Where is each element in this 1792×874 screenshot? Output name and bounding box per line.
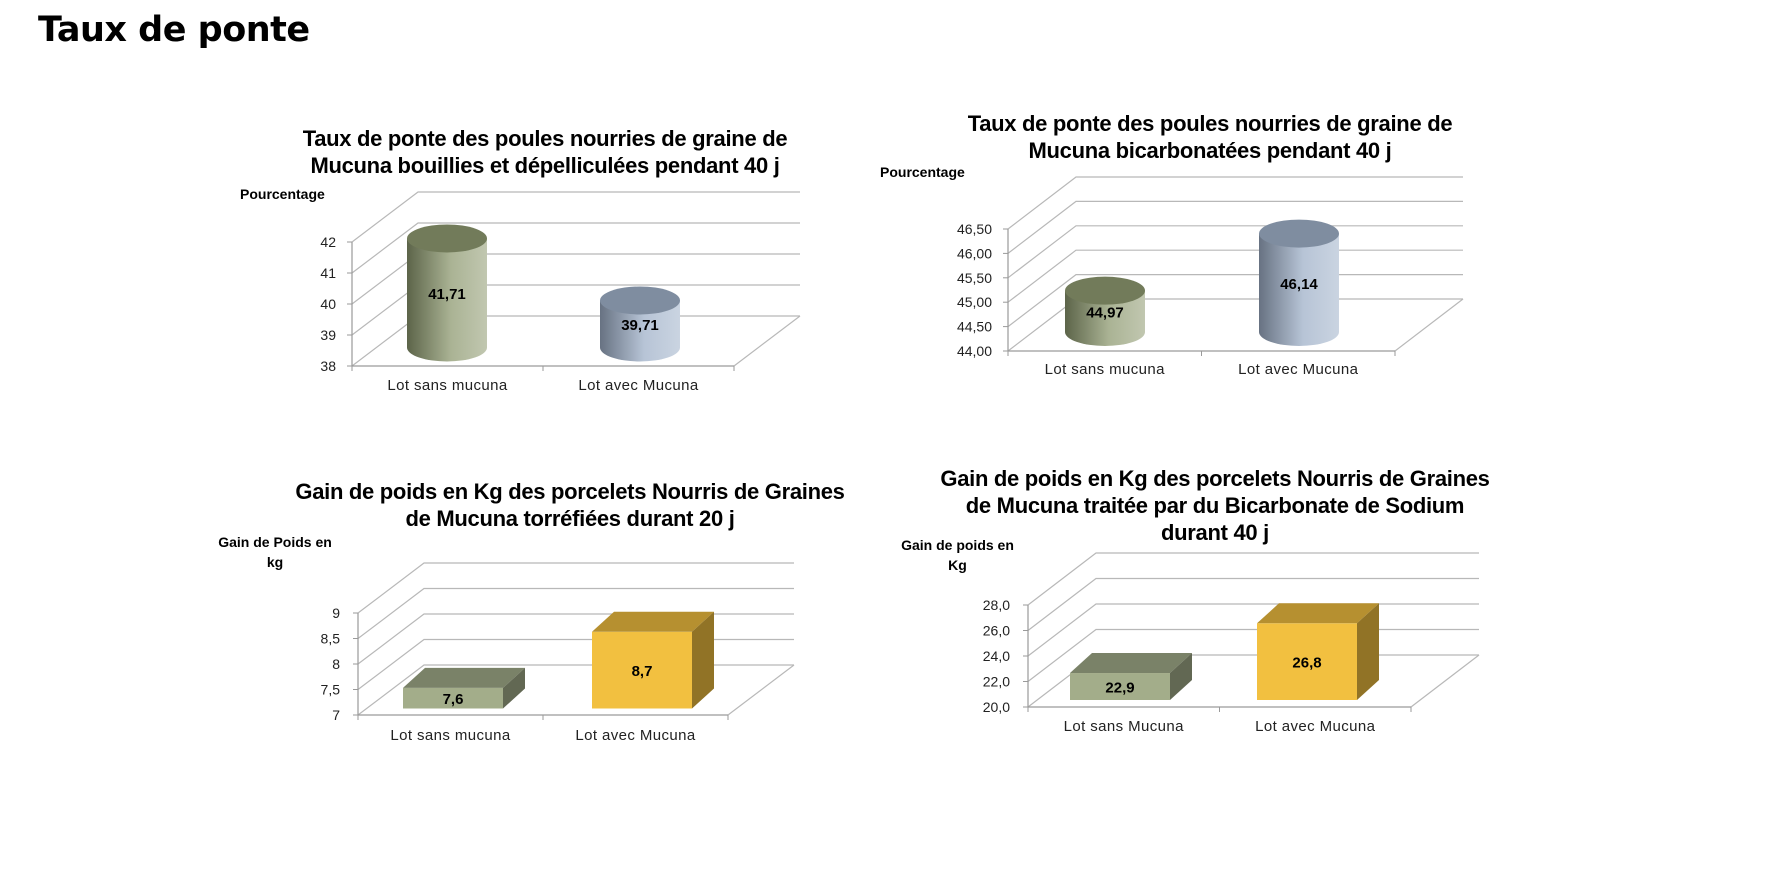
y-tick-label: 39	[320, 327, 336, 343]
x-category-label: Lot avec Mucuna	[575, 727, 695, 744]
y-tick-label: 46,50	[957, 221, 992, 237]
bar-top	[1070, 653, 1192, 674]
bar	[1070, 653, 1192, 700]
bar-body	[407, 238, 487, 362]
floor-side-line	[733, 315, 801, 367]
bar-top	[407, 224, 487, 253]
chart-weight-gain-bicarbonate: Gain de poids en Kg des porcelets Nourri…	[890, 465, 1490, 755]
bar-side	[503, 667, 525, 709]
bar	[1257, 603, 1379, 700]
chart-title: Gain de poids en Kg des porcelets Nourri…	[940, 466, 1490, 545]
chart-plot: 44,00 44,50 45,00 45,50 46,00 46,50 44,97 Lot s…	[957, 176, 1464, 378]
data-label: 46,14	[1280, 276, 1318, 293]
chart-weight-gain-roasted: Gain de poids en Kg des porcelets Nourri…	[210, 470, 845, 760]
gridline	[1027, 577, 1479, 631]
y-axis-label: Gain de poids en Kg	[901, 537, 1014, 573]
bar-body	[600, 300, 680, 362]
bar-front	[1070, 673, 1170, 700]
y-axis-label: Gain de Poids en kg	[218, 534, 332, 570]
chart-title: Taux de ponte des poules nourries de gra…	[967, 111, 1453, 163]
chart-title: Gain de poids en Kg des porcelets Nourri…	[295, 479, 845, 531]
bar	[407, 224, 487, 362]
floor-side-line	[1410, 654, 1480, 708]
bar-side	[1170, 653, 1192, 700]
y-axis-label: Pourcentage	[880, 164, 965, 180]
y-tick-label: 22,0	[983, 674, 1010, 690]
bar	[592, 611, 714, 709]
y-tick-label: 8	[332, 656, 340, 672]
gridline	[1007, 200, 1463, 254]
bar-front	[1257, 623, 1357, 700]
data-label: 41,71	[428, 286, 466, 303]
gridline	[1007, 225, 1463, 279]
bar-top	[600, 286, 680, 315]
y-tick-label: 46,00	[957, 245, 992, 261]
gridline	[357, 562, 794, 614]
bar-side	[1357, 603, 1379, 700]
bar	[1065, 276, 1145, 346]
chart-egg-laying-bicarbonate: Taux de ponte des poules nourries de gra…	[880, 110, 1480, 400]
x-category-label: Lot sans mucuna	[387, 377, 507, 394]
floor-side-line	[1394, 298, 1464, 352]
chart-plot: 7 7,5 8 8,5 9 7,6 Lot sans mucuna 8,7 Lot avec M…	[321, 562, 795, 744]
y-tick-label: 9	[332, 605, 340, 621]
page-title: Taux de ponte	[38, 10, 310, 50]
gridline	[1007, 176, 1463, 230]
y-axis-label: Pourcentage	[240, 186, 325, 202]
x-category-label: Lot avec Mucuna	[578, 377, 698, 394]
y-tick-label: 40	[320, 296, 336, 312]
y-tick-label: 28,0	[983, 597, 1010, 613]
chart-egg-laying-boiled: Taux de ponte des poules nourries de gra…	[240, 120, 820, 410]
x-category-label: Lot avec Mucuna	[1255, 718, 1375, 735]
bar-top	[592, 611, 714, 632]
bar	[403, 667, 525, 709]
gridline	[351, 191, 800, 243]
data-label: 39,71	[621, 317, 659, 334]
bar-side	[692, 611, 714, 709]
chart-title: Taux de ponte des poules nourries de gra…	[302, 126, 788, 178]
y-tick-label: 24,0	[983, 648, 1010, 664]
y-tick-label: 7,5	[321, 682, 341, 698]
data-label: 7,6	[443, 691, 464, 708]
data-label: 26,8	[1292, 655, 1321, 672]
bar-top	[1259, 219, 1339, 248]
bar-top	[1065, 276, 1145, 305]
bar-body	[1259, 233, 1339, 346]
x-category-label: Lot sans mucuna	[390, 727, 510, 744]
y-tick-label: 44,50	[957, 319, 992, 335]
y-tick-label: 38	[320, 358, 336, 374]
bar-top	[1257, 603, 1379, 624]
data-label: 8,7	[632, 663, 653, 680]
x-category-label: Lot avec Mucuna	[1238, 361, 1358, 378]
bar-front	[403, 687, 503, 709]
data-label: 22,9	[1105, 680, 1134, 697]
y-tick-label: 44,00	[957, 343, 992, 359]
data-label: 44,97	[1086, 304, 1124, 321]
bar-front	[592, 631, 692, 709]
bar-body	[1065, 290, 1145, 346]
x-category-label: Lot sans mucuna	[1045, 361, 1165, 378]
y-tick-label: 8,5	[321, 631, 341, 647]
chart-plot: 20,0 22,0 24,0 26,0 28,0 22,9 Lot sans Mucuna 2…	[983, 552, 1480, 735]
y-tick-label: 20,0	[983, 699, 1010, 715]
y-tick-label: 26,0	[983, 623, 1010, 639]
y-tick-label: 45,50	[957, 270, 992, 286]
y-tick-label: 7	[332, 707, 340, 723]
y-tick-label: 45,00	[957, 294, 992, 310]
y-tick-label: 41	[320, 265, 336, 281]
gridline	[351, 222, 800, 274]
x-category-label: Lot sans Mucuna	[1064, 718, 1184, 735]
gridline	[1027, 552, 1479, 606]
y-tick-label: 42	[320, 234, 336, 250]
bar	[600, 286, 680, 362]
chart-plot: 38 39 40 41 42 41,71 Lot sans mucuna 39,71 Lot a…	[320, 191, 801, 394]
bar	[1259, 219, 1339, 346]
floor-side-line	[727, 664, 795, 716]
bar-top	[403, 667, 525, 688]
gridline	[357, 587, 794, 639]
